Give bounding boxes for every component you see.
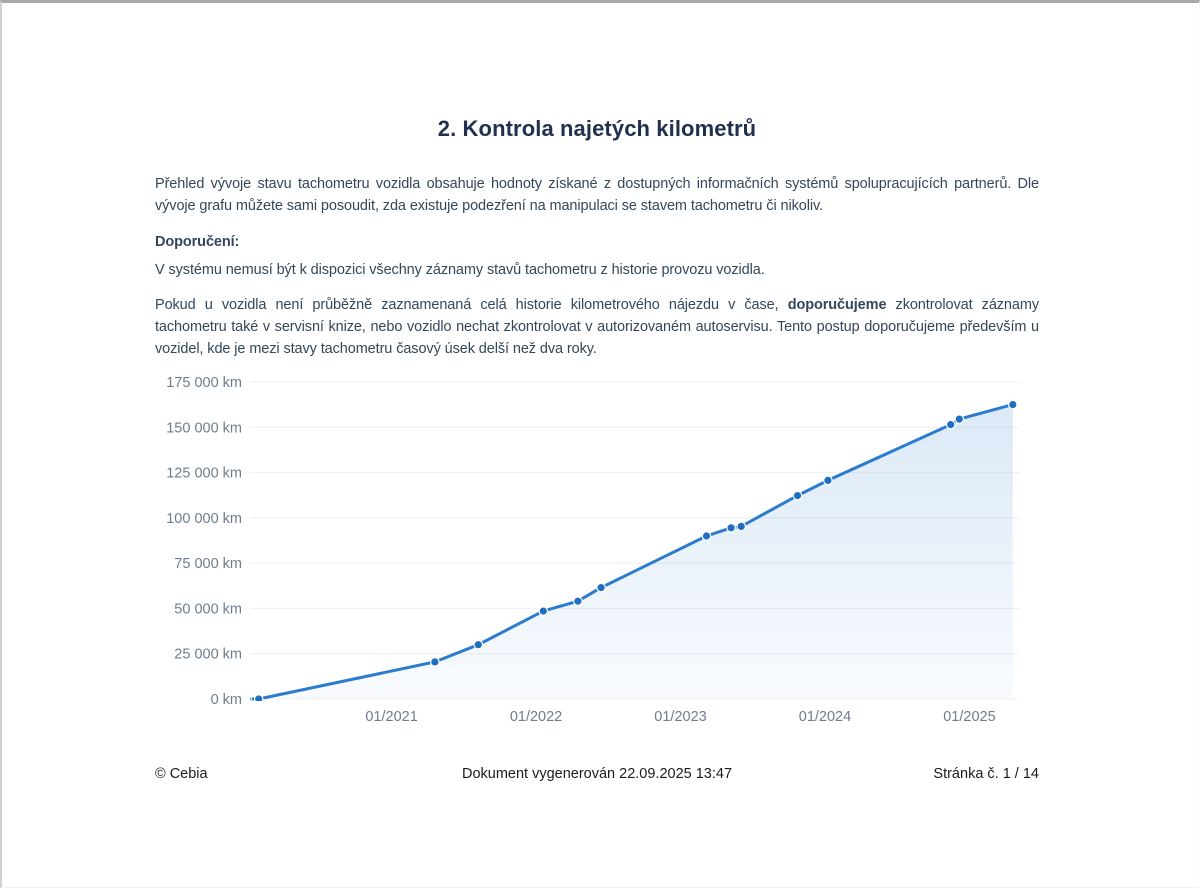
- recommendation-label: Doporučení:: [155, 234, 240, 250]
- svg-text:75 000 km: 75 000 km: [174, 556, 242, 572]
- section-title: 2. Kontrola najetých kilometrů: [437, 116, 757, 141]
- svg-text:125 000 km: 125 000 km: [166, 466, 242, 482]
- advice-text-after: zkontrolovat záznamy tachometru také v s…: [155, 297, 1039, 357]
- page-content: 2. Kontrola najetých kilometrů Přehled v…: [2, 3, 1199, 783]
- svg-text:0 km: 0 km: [211, 692, 242, 708]
- svg-text:01/2023: 01/2023: [654, 709, 706, 725]
- advice-text-bold: doporučujeme: [787, 297, 887, 313]
- svg-text:50 000 km: 50 000 km: [174, 601, 242, 617]
- svg-text:01/2021: 01/2021: [365, 709, 417, 725]
- svg-text:01/2024: 01/2024: [799, 709, 851, 725]
- advice-paragraph: Pokud u vozidla není průběžně zaznamenan…: [155, 294, 1039, 360]
- footer-page-number: Stránka č. 1 / 14: [933, 766, 1039, 782]
- intro-paragraph: Přehled vývoje stavu tachometru vozidla …: [155, 176, 1039, 214]
- advice-text-before: Pokud u vozidla není průběžně zaznamenan…: [155, 297, 788, 313]
- footer-copyright: © Cebia: [155, 766, 208, 782]
- page-footer: © Cebia Dokument vygenerován 22.09.2025 …: [155, 765, 1039, 783]
- svg-text:01/2022: 01/2022: [510, 709, 562, 725]
- svg-text:01/2025: 01/2025: [943, 709, 995, 725]
- note-paragraph: V systému nemusí být k dispozici všechny…: [155, 262, 765, 278]
- footer-generated: Dokument vygenerován 22.09.2025 13:47: [461, 766, 733, 782]
- svg-text:100 000 km: 100 000 km: [166, 511, 242, 527]
- svg-text:25 000 km: 25 000 km: [174, 647, 242, 663]
- svg-text:150 000 km: 150 000 km: [166, 420, 242, 436]
- mileage-chart: 0 km 25 000 km 50 000 km 75 000 km 100 000 k…: [166, 375, 1020, 725]
- svg-text:175 000 km: 175 000 km: [166, 375, 242, 391]
- mileage-chart-container: 0 km 25 000 km 50 000 km 75 000 km 100 000 k…: [152, 370, 1039, 728]
